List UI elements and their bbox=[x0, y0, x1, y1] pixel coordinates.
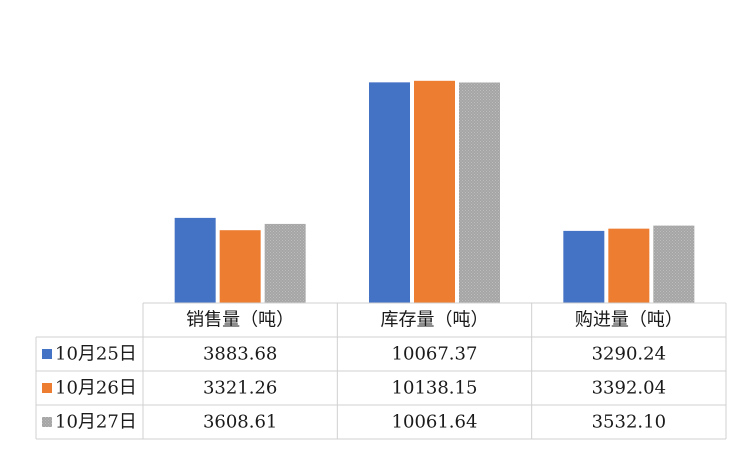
bar-3-series-2 bbox=[608, 228, 650, 303]
bar-2-series-3 bbox=[459, 82, 500, 303]
data-label-1-1: 3883.68 bbox=[203, 344, 277, 365]
legend-swatch-1 bbox=[42, 349, 52, 359]
data-label-3-2: 10061.64 bbox=[392, 412, 478, 433]
data-label-1-2: 10067.37 bbox=[392, 344, 478, 365]
bar-3-series-3 bbox=[653, 225, 695, 303]
data-table: 销售量（吨） 库存量（吨） 购进量（吨） 10月25日 3883.68 10067.37 3… bbox=[35, 302, 727, 440]
legend-swatch-3 bbox=[42, 417, 52, 427]
data-label-1-3: 3290.24 bbox=[592, 344, 666, 365]
legend-label-2: 10月26日 bbox=[55, 378, 137, 399]
bar-1-series-3 bbox=[264, 223, 306, 303]
data-label-2-1: 3321.26 bbox=[203, 378, 277, 399]
category-label-1: 销售量（吨） bbox=[186, 310, 294, 331]
data-label-2-3: 3392.04 bbox=[592, 378, 666, 399]
data-label-2-2: 10138.15 bbox=[392, 378, 478, 399]
bar-2-series-1 bbox=[369, 82, 410, 303]
category-label-3: 购进量（吨） bbox=[575, 310, 683, 331]
bar-1-series-1 bbox=[174, 217, 216, 303]
bar-1-series-2 bbox=[219, 230, 261, 303]
data-label-3-1: 3608.61 bbox=[203, 412, 277, 433]
legend-label-1: 10月25日 bbox=[55, 344, 137, 365]
data-label-3-3: 3532.10 bbox=[592, 412, 666, 433]
bar-2-series-2 bbox=[414, 80, 455, 303]
legend-label-3: 10月27日 bbox=[55, 412, 137, 433]
bars-group bbox=[174, 80, 695, 303]
bar-3-series-1 bbox=[563, 230, 605, 303]
legend-swatch-2 bbox=[42, 383, 52, 393]
category-label-2: 库存量（吨） bbox=[381, 310, 489, 331]
